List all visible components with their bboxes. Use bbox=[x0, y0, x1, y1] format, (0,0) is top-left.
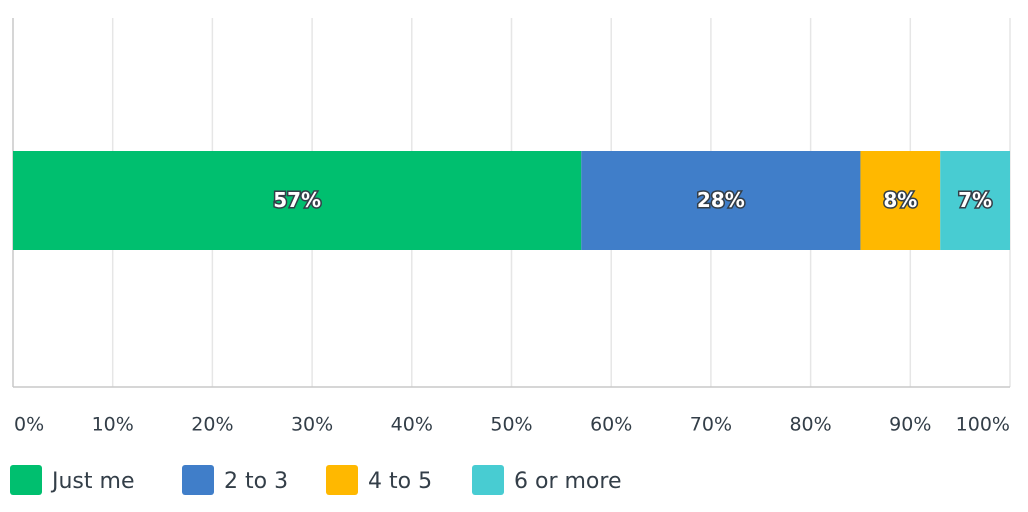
legend-swatch bbox=[182, 465, 214, 495]
x-tick-label: 90% bbox=[889, 414, 931, 436]
data-label: 7% bbox=[958, 188, 992, 212]
x-tick-label: 0% bbox=[14, 414, 44, 436]
legend-swatch bbox=[326, 465, 358, 495]
x-tick-label: 40% bbox=[391, 414, 433, 436]
data-label: 8% bbox=[883, 188, 917, 212]
data-label: 57% bbox=[273, 188, 321, 212]
x-tick-label: 70% bbox=[690, 414, 732, 436]
x-tick-label: 80% bbox=[789, 414, 831, 436]
x-tick-label: 30% bbox=[291, 414, 333, 436]
bar-segment bbox=[581, 151, 861, 250]
x-tick-label: 60% bbox=[590, 414, 632, 436]
legend-label: 6 or more bbox=[514, 469, 621, 494]
bar-segment bbox=[860, 151, 941, 250]
legend-swatch bbox=[10, 465, 42, 495]
bar-segment bbox=[13, 151, 582, 250]
x-tick-label: 50% bbox=[490, 414, 532, 436]
legend-label: 4 to 5 bbox=[368, 469, 432, 494]
data-label: 28% bbox=[697, 188, 745, 212]
x-tick-label: 10% bbox=[92, 414, 134, 436]
legend-label: 2 to 3 bbox=[224, 469, 288, 494]
x-tick-label: 20% bbox=[191, 414, 233, 436]
legend-swatch bbox=[472, 465, 504, 495]
x-tick-label: 100% bbox=[956, 414, 1010, 436]
legend-label: Just me bbox=[50, 469, 134, 494]
bar-segment bbox=[940, 151, 1010, 250]
